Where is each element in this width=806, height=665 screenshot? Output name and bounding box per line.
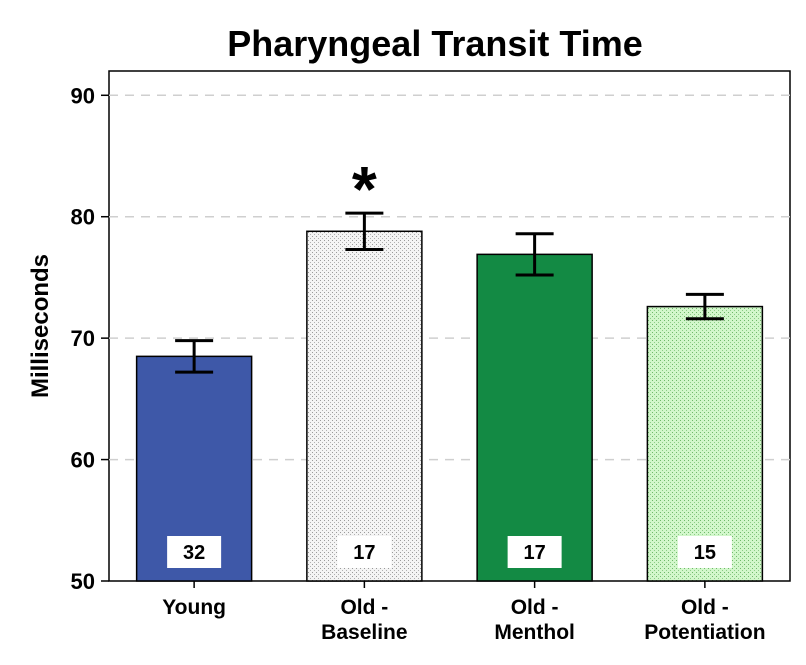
x-category-label: Potentiation (644, 621, 765, 644)
y-tick-label: 70 (71, 326, 95, 351)
y-tick-label: 90 (71, 83, 95, 108)
x-category-label: Young (162, 596, 226, 619)
x-category-label: Menthol (494, 621, 574, 644)
y-axis-label: Milliseconds (27, 254, 54, 398)
x-category-label: Old - (681, 596, 729, 619)
n-label-1: 17 (337, 536, 392, 568)
y-axis-ticks: 50 60 70 80 90 (71, 83, 109, 594)
significance-star: * (352, 153, 377, 225)
n-label-2: 17 (507, 536, 562, 568)
error-bar-1 (345, 211, 384, 251)
error-bar-2 (515, 232, 554, 277)
bar-2 (476, 253, 593, 582)
n-label-text: 15 (694, 542, 716, 564)
x-category-label: Old - (511, 596, 559, 619)
y-tick-label: 50 (71, 569, 95, 594)
error-bars (175, 211, 724, 374)
n-label-text: 32 (183, 542, 205, 564)
bar-1 (306, 230, 423, 582)
error-bar-3 (685, 292, 724, 321)
x-category-label: Old - (340, 596, 388, 619)
significance-markers: * (352, 153, 377, 225)
sample-size-labels: 32 17 17 15 (167, 536, 732, 568)
y-tick-label: 80 (71, 205, 95, 230)
n-label-text: 17 (524, 542, 546, 564)
y-tick-label: 60 (71, 448, 95, 473)
bars (135, 230, 764, 582)
x-category-label: Baseline (321, 621, 407, 644)
n-label-3: 15 (677, 536, 732, 568)
n-label-text: 17 (353, 542, 375, 564)
error-bar-0 (175, 339, 214, 374)
plot-frame (108, 70, 791, 582)
chart-title: Pharyngeal Transit Time (227, 23, 643, 64)
n-label-0: 32 (167, 536, 222, 568)
